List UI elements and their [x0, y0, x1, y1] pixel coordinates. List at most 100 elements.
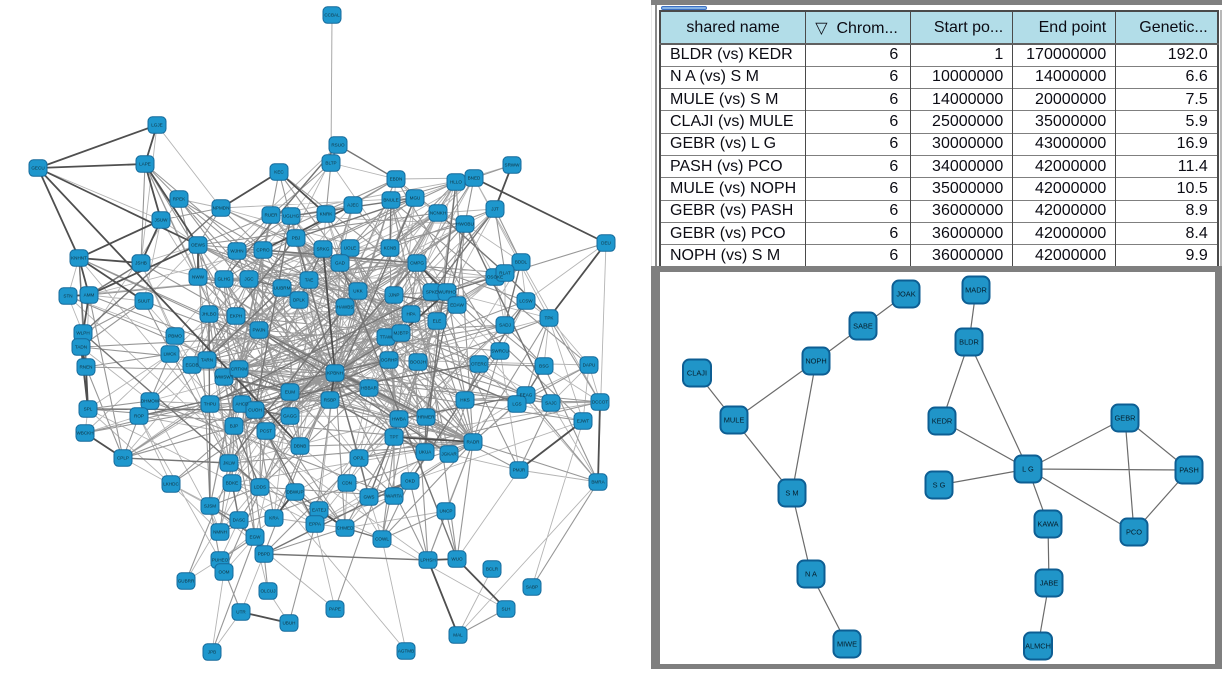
svg-text:WLPH: WLPH: [76, 331, 89, 336]
svg-text:SABE: SABE: [853, 322, 873, 331]
svg-text:EUM: EUM: [285, 390, 295, 395]
svg-text:UUBRM: UUBRM: [274, 286, 291, 291]
svg-text:EGW: EGW: [250, 535, 262, 540]
svg-text:ALMCH: ALMCH: [1025, 642, 1051, 651]
svg-text:SPKE: SPKE: [426, 290, 438, 295]
svg-text:TPK: TPK: [545, 316, 555, 321]
svg-text:PMJR: PMJR: [513, 468, 526, 473]
svg-text:GLHG: GLHG: [217, 277, 230, 282]
svg-text:PBJ: PBJ: [292, 236, 300, 241]
svg-text:OPJL: OPJL: [353, 456, 365, 461]
svg-text:BCLR: BCLR: [486, 567, 499, 572]
svg-text:SLH: SLH: [502, 607, 511, 612]
svg-text:WJHN: WJHN: [230, 249, 243, 254]
svg-text:RUER: RUER: [264, 213, 278, 218]
svg-text:JABE: JABE: [1040, 579, 1059, 588]
svg-text:HWBA: HWBA: [392, 417, 407, 422]
svg-text:CHMED: CHMED: [337, 526, 355, 531]
svg-text:WWSWT: WWSWT: [215, 375, 234, 380]
svg-text:PCST: PCST: [260, 429, 272, 434]
svg-text:S G: S G: [933, 481, 946, 490]
svg-text:NOPH: NOPH: [805, 357, 826, 366]
svg-text:TAE: TAE: [305, 278, 314, 283]
svg-text:UOLE: UOLE: [344, 246, 357, 251]
svg-text:AJEC: AJEC: [347, 203, 359, 208]
svg-text:GEBR: GEBR: [1115, 414, 1136, 423]
svg-text:SADJ: SADJ: [499, 323, 511, 328]
svg-text:LGJE: LGJE: [151, 123, 163, 128]
svg-text:EJWT: EJWT: [577, 419, 590, 424]
svg-text:SJSM: SJSM: [204, 504, 216, 509]
svg-text:KRA: KRA: [269, 516, 279, 521]
svg-text:HLLO: HLLO: [450, 180, 462, 185]
svg-text:COWL: COWL: [375, 537, 389, 542]
svg-text:LCSW: LCSW: [519, 299, 533, 304]
svg-text:RSBP: RSBP: [324, 398, 337, 403]
svg-text:LGS: LGS: [512, 402, 521, 407]
svg-text:KNRK: KNRK: [320, 212, 334, 217]
svg-text:BDDL: BDDL: [515, 260, 528, 265]
svg-text:JJNP: JJNP: [389, 293, 400, 298]
svg-text:WUO: WUO: [451, 557, 463, 562]
svg-text:LWCK: LWCK: [164, 352, 178, 357]
svg-text:KPBNH: KPBNH: [327, 371, 343, 376]
svg-text:BJP: BJP: [230, 424, 238, 429]
svg-text:RPEK: RPEK: [173, 197, 186, 202]
svg-text:NPMDN: NPMDN: [213, 206, 230, 211]
svg-text:AHCD: AHCD: [235, 402, 249, 407]
svg-text:RNEN: RNEN: [79, 365, 92, 370]
svg-text:GUBRR: GUBRR: [178, 579, 195, 584]
svg-text:MULE: MULE: [724, 416, 745, 425]
svg-text:PBMO: PBMO: [168, 334, 182, 339]
svg-text:TARN: TARN: [201, 358, 213, 363]
svg-text:OKD: OKD: [405, 479, 416, 484]
svg-text:EPPA: EPPA: [309, 522, 322, 527]
svg-text:UKUA: UKUA: [419, 450, 433, 455]
svg-text:DBWUP: DBWUP: [286, 490, 303, 495]
svg-text:SABP: SABP: [526, 585, 538, 590]
svg-text:MIWE: MIWE: [837, 640, 857, 649]
svg-text:KEC: KEC: [274, 170, 284, 175]
svg-text:NWW: NWW: [192, 275, 205, 280]
svg-text:SRKG: SRKG: [316, 247, 329, 252]
svg-text:OEWS: OEWS: [191, 243, 205, 248]
svg-text:JJT: JJT: [491, 207, 499, 212]
svg-text:MGU: MGU: [410, 196, 421, 201]
svg-text:ROP: ROP: [134, 414, 144, 419]
svg-text:KAWA: KAWA: [1037, 520, 1058, 529]
svg-text:BOOJH: BOOJH: [410, 360, 426, 365]
svg-text:WURHO: WURHO: [438, 290, 456, 295]
svg-text:JGC: JGC: [244, 277, 254, 282]
svg-text:LAPE: LAPE: [139, 162, 151, 167]
svg-text:PWJN: PWJN: [252, 328, 265, 333]
svg-text:HWOBU: HWOBU: [456, 222, 474, 227]
svg-text:ELE: ELE: [433, 319, 442, 324]
svg-text:RSUO: RSUO: [331, 143, 345, 148]
svg-text:OLCUJ: OLCUJ: [260, 589, 275, 594]
svg-text:MAL: MAL: [453, 633, 463, 638]
svg-text:N A: N A: [805, 570, 817, 579]
svg-text:BSG: BSG: [539, 364, 549, 369]
svg-text:OGRHP: OGRHP: [381, 358, 398, 363]
svg-text:PUHEO: PUHEO: [212, 558, 229, 563]
svg-text:S M: S M: [785, 489, 798, 498]
svg-text:DBNB: DBNB: [294, 444, 307, 449]
svg-text:UBUH: UBUH: [282, 621, 295, 626]
svg-text:NMNH: NMNH: [213, 530, 227, 535]
svg-text:PBPD: PBPD: [258, 552, 271, 557]
svg-text:SUUT: SUUT: [138, 299, 151, 304]
svg-text:CMPG: CMPG: [410, 261, 424, 266]
svg-text:WBCKH: WBCKH: [76, 431, 93, 436]
svg-text:OTERC: OTERC: [471, 362, 488, 367]
svg-text:TADN: TADN: [75, 345, 87, 350]
svg-text:SAJC: SAJC: [545, 401, 557, 406]
svg-text:UGLHG: UGLHG: [283, 214, 300, 219]
svg-text:EGDB: EGDB: [185, 363, 198, 368]
svg-text:KCNB: KCNB: [384, 246, 397, 251]
svg-text:BDKE: BDKE: [226, 481, 239, 486]
svg-text:CPRO: CPRO: [256, 248, 270, 253]
svg-text:DEU: DEU: [601, 241, 611, 246]
svg-text:UKK: UKK: [353, 289, 363, 294]
svg-text:PASH: PASH: [1179, 466, 1199, 475]
svg-text:UTR: UTR: [236, 610, 246, 615]
